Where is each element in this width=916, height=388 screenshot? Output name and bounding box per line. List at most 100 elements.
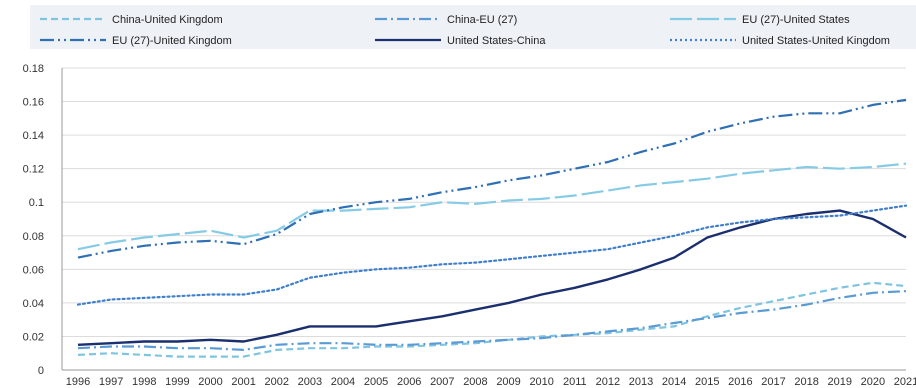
x-tick-label: 2001 [231, 376, 255, 388]
data-point [640, 184, 642, 186]
data-point [574, 167, 576, 169]
data-point [176, 347, 178, 349]
data-point [209, 230, 211, 232]
data-point [276, 334, 278, 336]
data-point [77, 256, 79, 258]
x-tick-label: 1998 [132, 376, 156, 388]
x-tick-label: 2013 [629, 376, 653, 388]
data-point [772, 308, 774, 310]
x-tick-label: 2012 [596, 376, 620, 388]
data-point [408, 198, 410, 200]
data-point [242, 293, 244, 295]
data-point [673, 142, 675, 144]
series-eu-27-united-kingdom [77, 98, 907, 259]
data-point [706, 317, 708, 319]
data-point [309, 209, 311, 211]
data-point [905, 204, 907, 206]
data-point [905, 290, 907, 292]
x-tick-label: 2014 [662, 376, 686, 388]
data-point [640, 151, 642, 153]
legend-label: United States-United Kingdom [742, 35, 890, 47]
data-point [375, 325, 377, 327]
data-point [342, 206, 344, 208]
data-point [77, 344, 79, 346]
data-point [905, 99, 907, 101]
x-tick-label: 2005 [364, 376, 388, 388]
x-tick-label: 2006 [397, 376, 421, 388]
data-point [640, 268, 642, 270]
series-united-states-china [77, 209, 907, 346]
data-point [540, 198, 542, 200]
data-point [540, 174, 542, 176]
legend-label: United States-China [447, 35, 546, 47]
x-tick-label: 2017 [761, 376, 785, 388]
data-point [242, 243, 244, 245]
data-point [805, 213, 807, 215]
data-point [905, 285, 907, 287]
data-point [342, 325, 344, 327]
data-point [474, 261, 476, 263]
x-tick-label: 2004 [331, 376, 355, 388]
data-point [441, 263, 443, 265]
data-point [706, 178, 708, 180]
data-point [772, 300, 774, 302]
data-point [607, 161, 609, 163]
data-point [375, 268, 377, 270]
data-point [143, 236, 145, 238]
data-point [739, 312, 741, 314]
data-point [772, 218, 774, 220]
data-point [905, 162, 907, 164]
data-point [673, 322, 675, 324]
data-point [441, 315, 443, 317]
y-tick-label: 0.14 [23, 130, 44, 142]
series-line-eu-27-united-kingdom [77, 98, 907, 259]
data-point [574, 194, 576, 196]
data-point [706, 131, 708, 133]
x-tick-label: 1997 [99, 376, 123, 388]
data-point [772, 115, 774, 117]
data-point [805, 166, 807, 168]
data-point [276, 230, 278, 232]
data-point [805, 216, 807, 218]
x-tick-label: 2020 [861, 376, 885, 388]
legend: China-United Kingdom China-EU (27) EU (27)… [40, 14, 890, 47]
data-point [276, 233, 278, 235]
data-point [507, 339, 509, 341]
data-point [507, 179, 509, 181]
data-point [607, 248, 609, 250]
data-point [872, 104, 874, 106]
data-point [276, 288, 278, 290]
data-point [110, 345, 112, 347]
data-point [673, 181, 675, 183]
data-point [176, 233, 178, 235]
data-point [375, 201, 377, 203]
data-point [209, 355, 211, 357]
data-point [276, 349, 278, 351]
data-point [872, 282, 874, 284]
data-point [739, 173, 741, 175]
data-point [110, 298, 112, 300]
data-point [176, 340, 178, 342]
x-tick-label: 2016 [728, 376, 752, 388]
x-tick-label: 2021 [894, 376, 916, 388]
legend-item-united-states-china: United States-China [375, 35, 546, 47]
data-point [540, 337, 542, 339]
data-point [342, 347, 344, 349]
data-point [441, 342, 443, 344]
data-point [772, 169, 774, 171]
data-point [77, 347, 79, 349]
data-point [607, 278, 609, 280]
data-point [540, 255, 542, 257]
legend-label: EU (27)-United Kingdom [112, 35, 232, 47]
x-tick-label: 2018 [794, 376, 818, 388]
data-point [441, 191, 443, 193]
data-point [276, 344, 278, 346]
data-point [375, 344, 377, 346]
data-point [872, 166, 874, 168]
y-tick-label: 0.08 [23, 231, 44, 243]
data-point [110, 352, 112, 354]
data-point [839, 214, 841, 216]
data-point [507, 199, 509, 201]
